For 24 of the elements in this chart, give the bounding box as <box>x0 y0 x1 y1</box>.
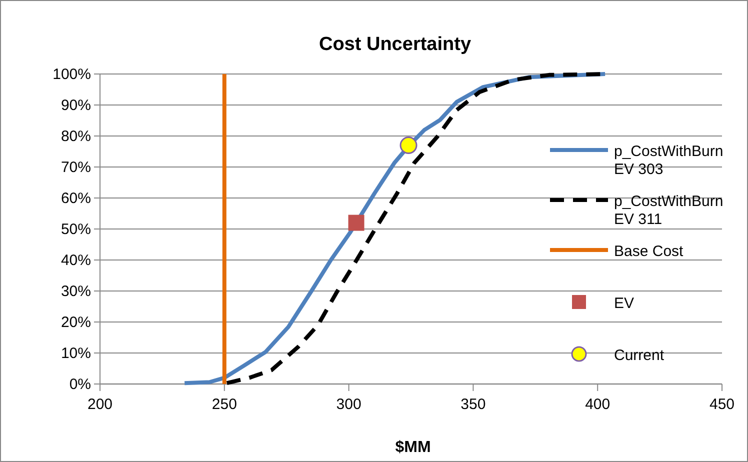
x-tick-label: 300 <box>336 396 362 413</box>
y-tick-label: 100% <box>52 66 91 83</box>
y-tick-label: 20% <box>60 314 91 331</box>
legend-label: Current <box>614 347 665 364</box>
x-axis-title: $MM <box>395 439 431 456</box>
legend-label: Base Cost <box>614 243 684 260</box>
y-tick-label: 40% <box>60 252 91 269</box>
x-tick-label: 250 <box>212 396 237 413</box>
legend-label: EV <box>614 295 634 312</box>
chart-title: Cost Uncertainty <box>318 34 472 55</box>
y-tick-label: 70% <box>60 158 91 176</box>
y-tick-label: 0% <box>69 376 91 393</box>
y-tick-label: 10% <box>60 344 91 362</box>
y-tick-label: 90% <box>60 96 91 114</box>
y-tick-label: 50% <box>60 220 91 238</box>
x-tick-label: 200 <box>87 396 113 413</box>
y-tick-label: 80% <box>60 128 91 145</box>
legend-label: p_CostWithBurn EV 303 <box>614 143 724 178</box>
x-tick-label: 450 <box>709 396 735 413</box>
x-tick-label: 400 <box>585 396 610 413</box>
y-tick-label: 30% <box>60 282 91 300</box>
x-tick-label: 350 <box>460 396 486 413</box>
legend-label: p_CostWithBurn EV 311 <box>614 193 724 228</box>
y-tick-label: 60% <box>60 190 91 207</box>
